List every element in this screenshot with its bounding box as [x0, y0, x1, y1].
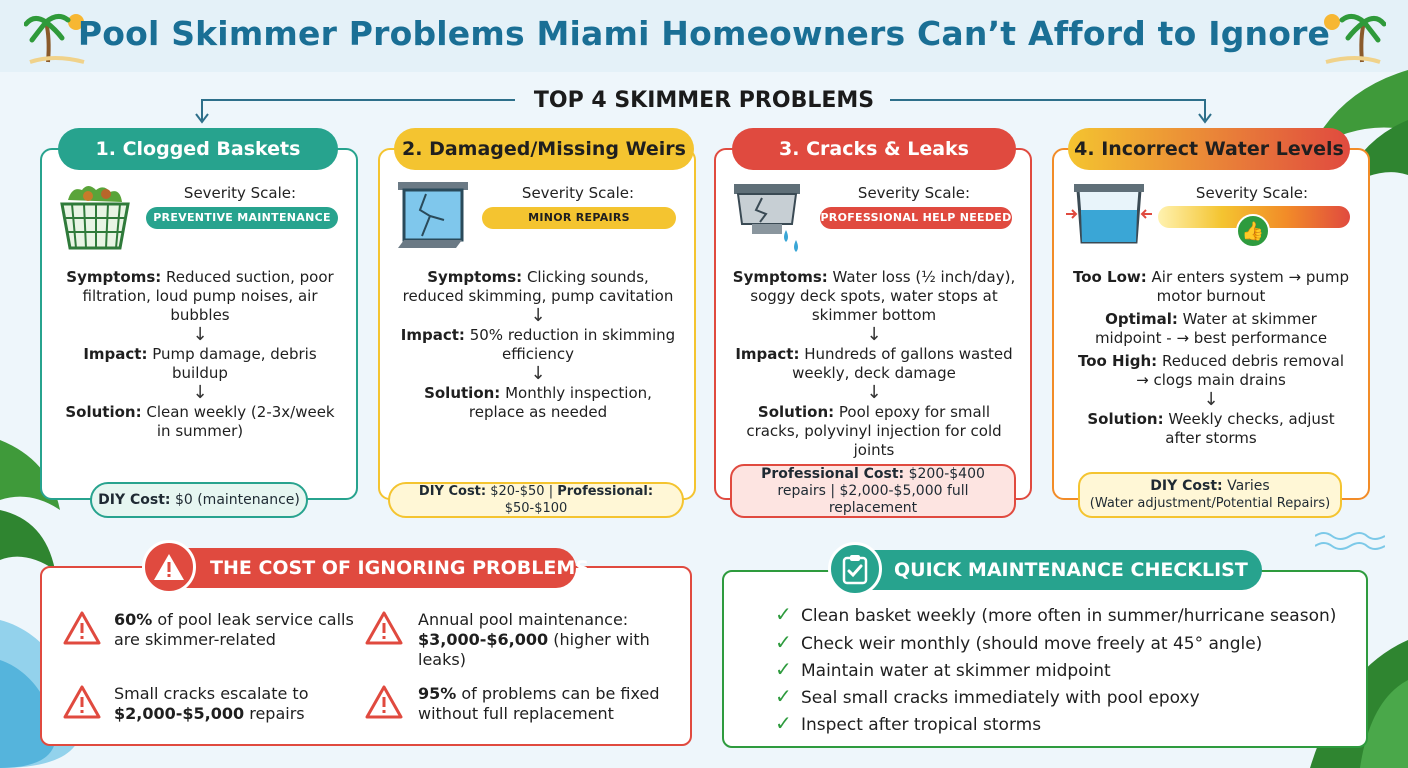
card-title-clogged-baskets: 1. Clogged Baskets [58, 128, 338, 170]
severity-badge-preventive: PREVENTIVE MAINTENANCE [146, 207, 338, 229]
checkmark-icon: ✓ [775, 711, 792, 735]
severity-label: Severity Scale: [183, 184, 297, 202]
warning-circle-icon [142, 540, 196, 594]
checklist-item: ✓ Clean basket weekly (more often in summ… [775, 602, 1337, 626]
down-arrow-icon: ↓ [866, 324, 882, 345]
checklist-item: ✓ Seal small cracks immediately with pool… [775, 684, 1200, 708]
cost-pill-damaged-weirs: DIY Cost: $20-$50 | Professional: $50-$1… [388, 482, 684, 518]
severity-label: Severity Scale: [1195, 184, 1309, 202]
severity-badge-professional: PROFESSIONAL HELP NEEDED [820, 207, 1012, 229]
card-body-water-levels: Too Low: Air enters system → pump motor … [1070, 268, 1352, 448]
checklist-item: ✓ Check weir monthly (should move freely … [775, 630, 1263, 654]
down-arrow-icon: ↓ [530, 305, 546, 326]
warning-triangle-icon [365, 611, 403, 645]
cost-panel-header: THE COST OF IGNORING PROBLEMS [152, 548, 589, 588]
checklist-item: ✓ Maintain water at skimmer midpoint [775, 657, 1111, 681]
page-title: Pool Skimmer Problems Miami Homeowners C… [77, 14, 1331, 53]
cost-pill-water-levels: DIY Cost: Varies (Water adjustment/Poten… [1078, 472, 1342, 518]
warning-triangle-icon [63, 685, 101, 719]
wave-lines-decoration [1315, 532, 1385, 550]
severity-badge-minor: MINOR REPAIRS [482, 207, 676, 229]
checklist-item: ✓ Inspect after tropical storms [775, 711, 1042, 735]
card-body-cracks-leaks: Symptoms: Water loss (½ inch/day), soggy… [732, 268, 1016, 459]
warning-triangle-icon [63, 611, 101, 645]
down-arrow-icon: ↓ [866, 382, 882, 403]
section-label: TOP 4 SKIMMER PROBLEMS [520, 88, 888, 113]
stat-fixable-problems: 95% of problems can be fixed without ful… [418, 684, 660, 723]
severity-label: Severity Scale: [857, 184, 971, 202]
warning-triangle-icon [365, 685, 403, 719]
stat-annual-maintenance: Annual pool maintenance: $3,000-$6,000 (… [418, 610, 650, 669]
maintenance-checklist-panel [722, 570, 1368, 748]
checkmark-icon: ✓ [775, 630, 792, 654]
card-title-cracks-leaks: 3. Cracks & Leaks [732, 128, 1016, 170]
down-arrow-icon: ↓ [192, 324, 208, 345]
thumbs-up-icon: 👍 [1236, 214, 1270, 248]
down-arrow-icon: ↓ [1203, 389, 1219, 410]
clipboard-check-icon [828, 542, 882, 596]
stat-small-cracks: Small cracks escalate to $2,000-$5,000 r… [114, 684, 309, 723]
card-title-water-levels: 4. Incorrect Water Levels [1068, 128, 1350, 170]
card-title-damaged-weirs: 2. Damaged/Missing Weirs [394, 128, 694, 170]
checklist-panel-header: QUICK MAINTENANCE CHECKLIST [840, 550, 1262, 590]
checkmark-icon: ✓ [775, 684, 792, 708]
checkmark-icon: ✓ [775, 657, 792, 681]
cost-pill-clogged-baskets: DIY Cost: $0 (maintenance) [90, 482, 308, 518]
down-arrow-icon: ↓ [530, 363, 546, 384]
severity-label: Severity Scale: [521, 184, 635, 202]
stat-leak-calls: 60% of pool leak service calls are skimm… [114, 610, 354, 649]
down-arrow-icon: ↓ [192, 382, 208, 403]
cost-pill-cracks-leaks: Professional Cost: $200-$400 repairs | $… [730, 464, 1016, 518]
card-body-damaged-weirs: Symptoms: Clicking sounds, reduced skimm… [398, 268, 678, 422]
title-banner [0, 0, 1408, 72]
card-body-clogged-baskets: Symptoms: Reduced suction, poor filtrati… [60, 268, 340, 441]
checkmark-icon: ✓ [775, 602, 792, 626]
